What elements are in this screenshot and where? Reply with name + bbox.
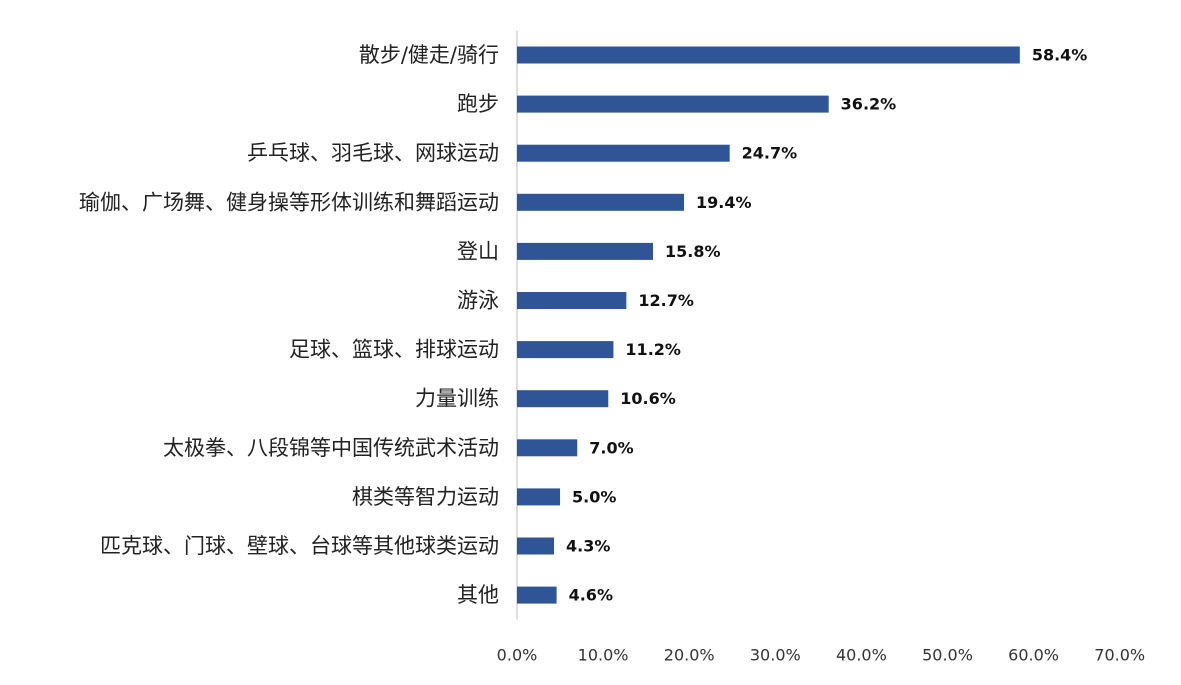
x-tick-label: 30.0%	[750, 646, 801, 665]
x-tick-label: 0.0%	[497, 646, 538, 665]
data-label: 15.8%	[665, 242, 721, 261]
data-label: 4.3%	[566, 537, 610, 556]
data-label: 7.0%	[589, 438, 633, 457]
x-tick-label: 10.0%	[578, 646, 629, 665]
category-label: 力量训练	[415, 387, 499, 411]
bar	[517, 292, 627, 309]
data-label: 19.4%	[696, 193, 752, 212]
x-tick-label: 60.0%	[1008, 646, 1059, 665]
data-label: 11.2%	[625, 340, 681, 359]
bar	[517, 488, 561, 506]
category-label: 足球、篮球、排球运动	[289, 338, 499, 362]
data-label: 10.6%	[620, 389, 676, 408]
x-tick-label: 20.0%	[664, 646, 715, 665]
bar	[517, 242, 654, 260]
data-label: 4.6%	[569, 586, 613, 605]
category-label: 登山	[457, 239, 499, 263]
bar	[517, 586, 557, 604]
x-tick-label: 50.0%	[922, 646, 973, 665]
category-label: 游泳	[457, 289, 499, 313]
category-label: 匹克球、门球、壁球、台球等其他球类运动	[100, 534, 499, 558]
category-label: 乒乓球、羽毛球、网球运动	[247, 141, 499, 165]
bar	[517, 537, 555, 555]
bar	[517, 95, 829, 113]
category-label: 其他	[457, 583, 499, 607]
bar	[517, 341, 614, 359]
bar	[517, 193, 685, 211]
data-label: 5.0%	[572, 487, 616, 506]
bar	[517, 439, 578, 457]
data-label: 36.2%	[841, 95, 897, 114]
category-label: 跑步	[457, 92, 499, 116]
bar	[517, 46, 1020, 64]
bar	[517, 144, 730, 162]
bar	[517, 390, 609, 408]
category-label: 散步/健走/骑行	[359, 43, 499, 67]
category-label: 瑜伽、广场舞、健身操等形体训练和舞蹈运动	[79, 190, 499, 214]
x-tick-label: 70.0%	[1094, 646, 1145, 665]
category-label: 太极拳、八段锦等中国传统武术活动	[163, 436, 499, 460]
x-tick-label: 40.0%	[836, 646, 887, 665]
data-label: 24.7%	[742, 144, 798, 163]
data-label: 58.4%	[1032, 46, 1088, 65]
category-label: 棋类等智力运动	[352, 485, 499, 509]
data-label: 12.7%	[638, 291, 694, 310]
